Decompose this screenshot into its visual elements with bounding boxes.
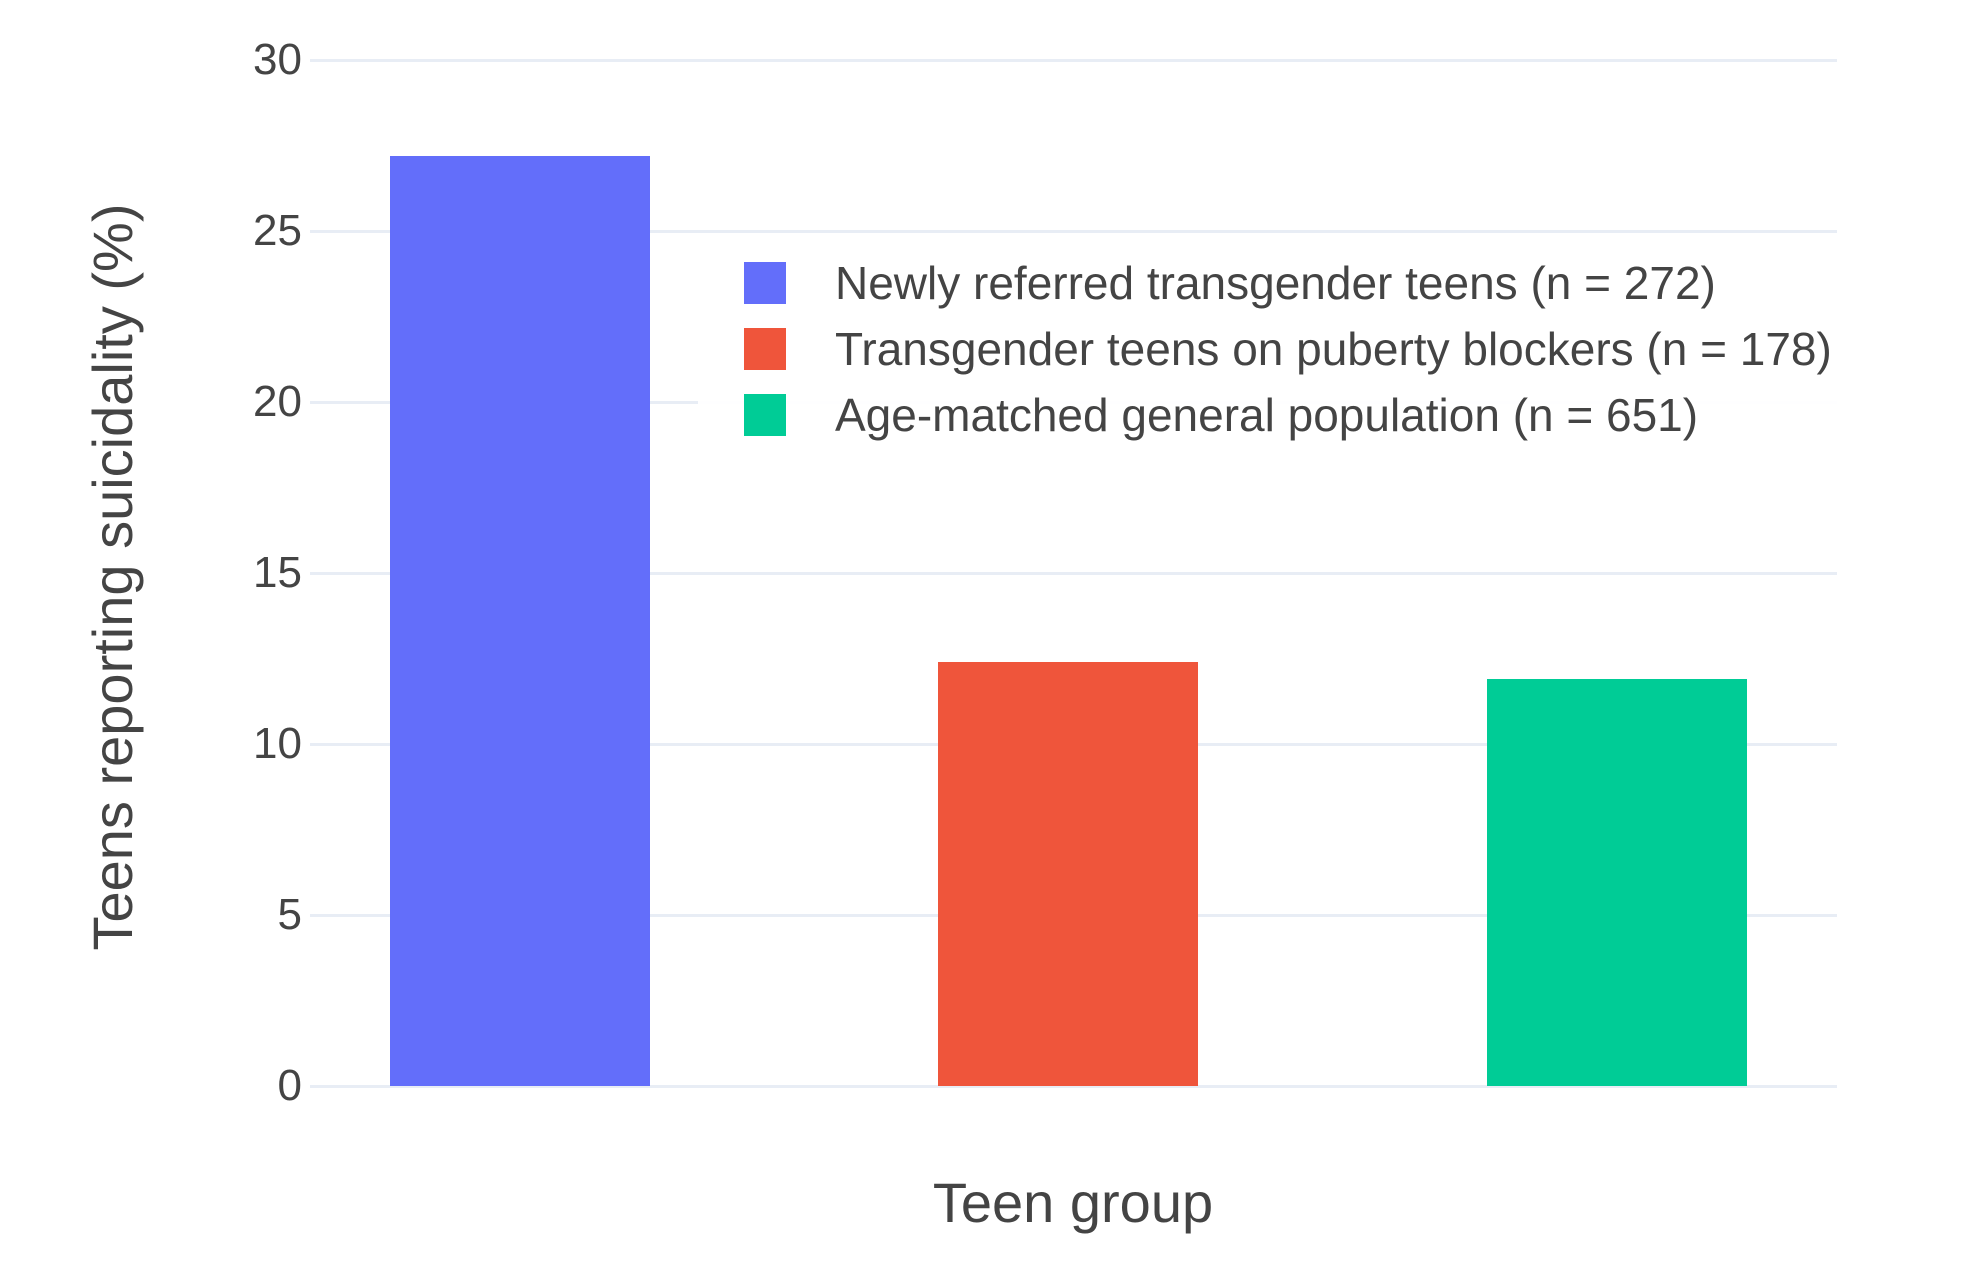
legend-label: Age-matched general population (n = 651) [835, 389, 1699, 441]
bar-3 [1487, 679, 1747, 1086]
legend-item-3: Age-matched general population (n = 651) [744, 389, 1832, 441]
x-axis-title: Teen group [932, 1171, 1214, 1234]
bar-2 [938, 661, 1198, 1086]
legend-label: Newly referred transgender teens (n = 27… [835, 257, 1716, 309]
legend: Newly referred transgender teens (n = 27… [698, 240, 1888, 458]
y-tick-label-20: 20 [253, 377, 302, 426]
legend-swatch-icon [744, 394, 786, 436]
y-tick-label-0: 0 [277, 1061, 302, 1110]
y-tick-label-25: 25 [253, 206, 302, 255]
gridline-0 [310, 1084, 1837, 1088]
bar-1 [390, 155, 650, 1086]
legend-swatch-icon [744, 328, 786, 370]
gridline-15 [310, 571, 1837, 575]
y-tick-label-10: 10 [253, 719, 302, 768]
y-tick-label-15: 15 [253, 548, 302, 597]
y-tick-label-30: 30 [253, 35, 302, 84]
gridline-25 [310, 229, 1837, 233]
legend-item-2: Transgender teens on puberty blockers (n… [744, 323, 1832, 375]
y-tick-label-5: 5 [277, 890, 302, 939]
legend-label: Transgender teens on puberty blockers (n… [835, 323, 1832, 375]
legend-swatch-icon [744, 262, 786, 304]
legend-item-1: Newly referred transgender teens (n = 27… [744, 257, 1832, 309]
gridline-30 [310, 58, 1837, 62]
